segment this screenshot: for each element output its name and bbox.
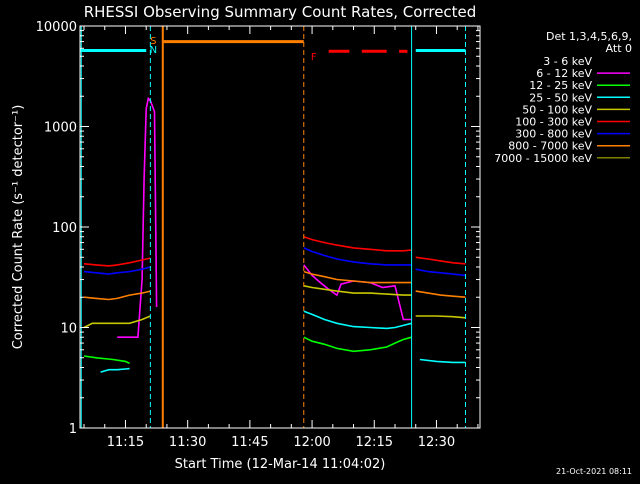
x-tick-label: 12:00	[293, 435, 330, 450]
marker-n: N	[150, 45, 157, 56]
x-axis-label: Start Time (12-Mar-14 11:04:02)	[175, 457, 386, 472]
series-12-25-keV	[83, 336, 412, 365]
series-line	[83, 290, 151, 301]
series-line	[303, 252, 412, 321]
series-100-300-keV	[83, 235, 466, 267]
series-line	[419, 358, 466, 364]
series-layer	[83, 96, 466, 373]
series-line	[83, 266, 151, 275]
series-line	[303, 235, 412, 252]
y-tick-label: 10	[60, 322, 77, 337]
series-line	[415, 315, 466, 319]
legend-entry-label: 12 - 25 keV	[529, 79, 592, 92]
chart-title: RHESSI Observing Summary Count Rates, Co…	[84, 3, 477, 21]
series-line	[83, 355, 130, 365]
legend-header-line1: Det 1,3,4,5,6,9,	[546, 30, 632, 43]
series-line	[83, 315, 151, 329]
series-line	[303, 270, 412, 284]
x-tick-label: 11:45	[231, 435, 268, 450]
series-line	[303, 310, 412, 330]
legend-entry-label: 25 - 50 keV	[529, 91, 592, 104]
y-tick-label: 1000	[44, 121, 77, 136]
legend-entry-label: 300 - 800 keV	[515, 128, 592, 141]
legend-entry-label: 50 - 100 keV	[522, 103, 592, 116]
legend-header-line2: Att 0	[606, 42, 632, 55]
series-line	[117, 96, 158, 339]
series-line	[303, 285, 412, 296]
series-line	[415, 268, 466, 277]
marker-s: S	[150, 36, 156, 47]
series-line	[100, 367, 130, 373]
legend-entry-label: 6 - 12 keV	[536, 67, 592, 80]
x-tick-label: 12:30	[418, 435, 455, 450]
x-axis: 11:15 11:30 11:45 12:00 12:15 12:30	[83, 26, 479, 450]
series-line	[415, 256, 466, 265]
series-6-12-keV	[117, 96, 412, 339]
x-tick-label: 12:15	[356, 435, 393, 450]
legend-entry-label: 100 - 300 keV	[515, 116, 592, 129]
marker-f: F	[311, 52, 317, 63]
series-50-100-keV	[83, 285, 466, 329]
y-tick-label: 100	[52, 221, 77, 236]
legend-entry-label: 7000 - 15000 keV	[494, 152, 592, 165]
series-line	[303, 247, 412, 266]
generation-timestamp: 21-Oct-2021 08:11	[556, 467, 632, 476]
y-axis: 1 10 100 1000 10000	[36, 20, 480, 437]
legend-entry-label: 800 - 7000 keV	[508, 140, 592, 153]
series-300-800-keV	[83, 247, 466, 277]
series-line	[415, 290, 466, 298]
legend-entry-label: 3 - 6 keV	[543, 55, 592, 68]
series-800-7000-keV	[83, 270, 466, 301]
x-tick-label: 11:15	[107, 435, 144, 450]
series-line	[303, 264, 412, 321]
series-line	[303, 336, 412, 353]
series-25-50-keV	[100, 310, 466, 373]
y-tick-label: 10000	[36, 20, 77, 35]
y-axis-label: Corrected Count Rate (s⁻¹ detector⁻¹)	[11, 105, 26, 350]
x-tick-label: 11:30	[169, 435, 206, 450]
series-line	[83, 257, 151, 267]
y-tick-label: 1	[69, 422, 77, 437]
